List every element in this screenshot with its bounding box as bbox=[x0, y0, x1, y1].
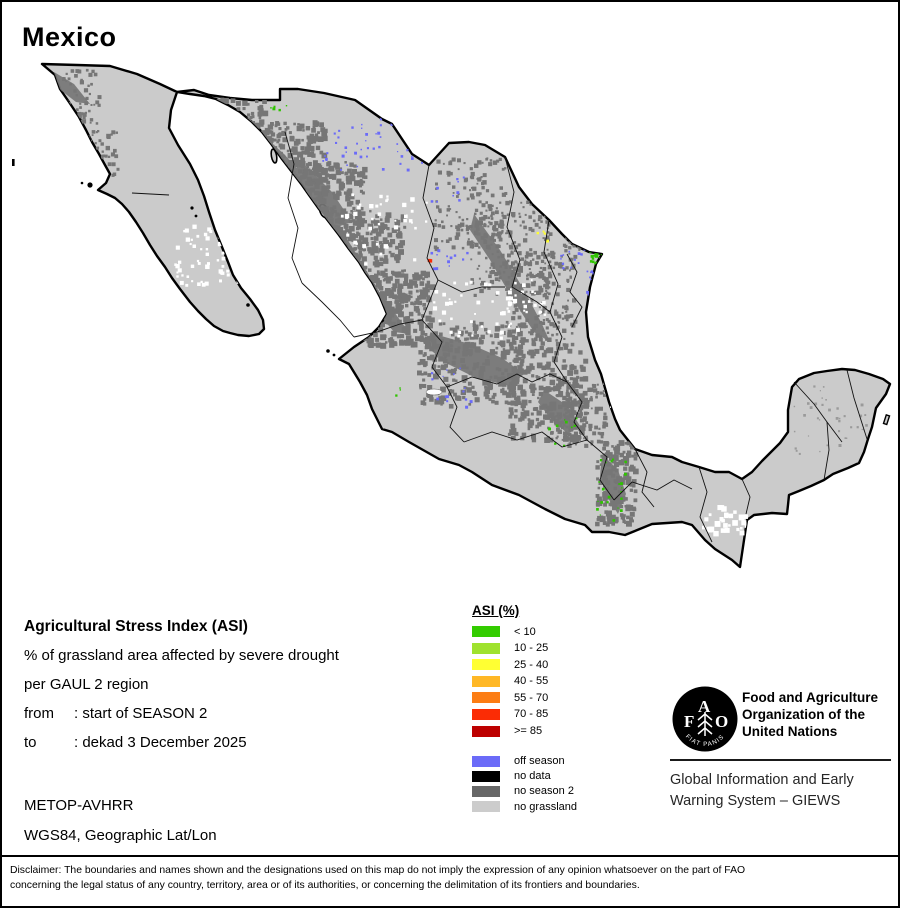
giews-name: Global Information and Early Warning Sys… bbox=[670, 770, 854, 812]
legend-row: 40 - 55 bbox=[472, 675, 577, 688]
legend-label: 10 - 25 bbox=[514, 642, 549, 655]
island bbox=[87, 182, 93, 188]
legend-heading: ASI (%) bbox=[472, 603, 520, 618]
info-to-row: to : dekad 3 December 2025 bbox=[24, 728, 339, 757]
legend-swatch bbox=[472, 626, 500, 637]
fao-letter-f: F bbox=[684, 712, 694, 731]
info-line-2: per GAUL 2 region bbox=[24, 676, 149, 693]
legend-swatch bbox=[472, 642, 500, 654]
legend-row: no season 2 bbox=[472, 785, 577, 798]
org-line: Organization of the bbox=[742, 707, 865, 722]
legend-label: 55 - 70 bbox=[514, 691, 549, 704]
legend-row: 10 - 25 bbox=[472, 642, 577, 655]
legend-row: >= 85 bbox=[472, 725, 577, 738]
legend-swatch bbox=[472, 770, 500, 782]
map-info-block: Agricultural Stress Index (ASI) % of gra… bbox=[24, 612, 339, 757]
legend-row: 25 - 40 bbox=[472, 658, 577, 671]
legend-label: no season 2 bbox=[514, 785, 574, 798]
legend-swatch bbox=[472, 801, 500, 813]
from-label: from bbox=[24, 705, 54, 722]
legend-class-list: < 10 10 - 25 25 - 40 40 - 55 55 - 70 70 - 85 >… bbox=[472, 626, 577, 737]
legend-swatch bbox=[472, 755, 500, 767]
to-value: : dekad 3 December 2025 bbox=[74, 734, 247, 751]
legend-swatch bbox=[472, 708, 500, 720]
org-line: Food and Agriculture bbox=[742, 690, 878, 705]
island bbox=[80, 181, 84, 185]
fao-divider bbox=[670, 759, 891, 761]
legend-label: 40 - 55 bbox=[514, 675, 549, 688]
legend-label: off season bbox=[514, 755, 565, 768]
legend-label: 25 - 40 bbox=[514, 658, 549, 671]
island bbox=[246, 303, 250, 307]
legend-swatch bbox=[472, 785, 500, 797]
legend-label: no grassland bbox=[514, 800, 577, 813]
legend-label: >= 85 bbox=[514, 725, 543, 738]
legend-row: < 10 bbox=[472, 625, 577, 638]
to-label: to bbox=[24, 734, 37, 751]
info-line-1: % of grassland area affected by severe d… bbox=[24, 647, 339, 664]
legend-row: 70 - 85 bbox=[472, 708, 577, 721]
from-value: : start of SEASON 2 bbox=[74, 705, 208, 722]
lake bbox=[425, 388, 443, 396]
info-from-row: from : start of SEASON 2 bbox=[24, 699, 339, 728]
fao-letter-a: A bbox=[698, 697, 711, 716]
legend-row: no data bbox=[472, 770, 577, 783]
island bbox=[270, 148, 278, 164]
legend-row: no grassland bbox=[472, 800, 577, 813]
disclaimer-line: concerning the legal status of any count… bbox=[10, 880, 640, 891]
wheat-ear-icon bbox=[697, 712, 713, 736]
legend-swatch bbox=[472, 692, 500, 704]
state-boundaries bbox=[131, 131, 868, 543]
island bbox=[326, 349, 330, 353]
info-heading: Agricultural Stress Index (ASI) bbox=[24, 618, 248, 635]
landmass bbox=[40, 62, 892, 569]
island bbox=[194, 214, 198, 218]
sensor-label: METOP-AVHRR bbox=[24, 797, 134, 814]
sensor-projection-block: METOP-AVHRR WGS84, Geographic Lat/Lon bbox=[24, 791, 217, 851]
projection-label: WGS84, Geographic Lat/Lon bbox=[24, 827, 217, 844]
legend-swatch bbox=[472, 675, 500, 687]
disclaimer-line: Disclaimer: The boundaries and names sho… bbox=[10, 865, 746, 876]
legend-swatch bbox=[472, 659, 500, 671]
island bbox=[882, 414, 891, 426]
island bbox=[190, 206, 194, 210]
fao-letter-o: O bbox=[715, 712, 728, 731]
legend-label: 70 - 85 bbox=[514, 708, 549, 721]
asi-legend: ASI (%) < 10 10 - 25 25 - 40 40 - 55 55 - 70… bbox=[472, 603, 577, 816]
legend-swatch bbox=[472, 725, 500, 737]
legend-extra-list: off season no data no season 2 no grassland bbox=[472, 755, 577, 813]
island bbox=[332, 353, 336, 357]
islands bbox=[12, 148, 891, 426]
legend-row: off season bbox=[472, 755, 577, 768]
org-line: United Nations bbox=[742, 724, 838, 739]
giews-line: Global Information and Early bbox=[670, 772, 854, 788]
legend-label: < 10 bbox=[514, 625, 536, 638]
island bbox=[12, 159, 15, 166]
legend-label: no data bbox=[514, 770, 551, 783]
fao-logo: F A O FIAT PANIS bbox=[672, 686, 738, 752]
legend-row: 55 - 70 bbox=[472, 691, 577, 704]
page-title: Mexico bbox=[22, 22, 117, 52]
giews-line: Warning System – GIEWS bbox=[670, 793, 841, 809]
fao-org-name: Food and Agriculture Organization of the… bbox=[742, 689, 878, 740]
disclaimer: Disclaimer: The boundaries and names sho… bbox=[2, 855, 898, 906]
